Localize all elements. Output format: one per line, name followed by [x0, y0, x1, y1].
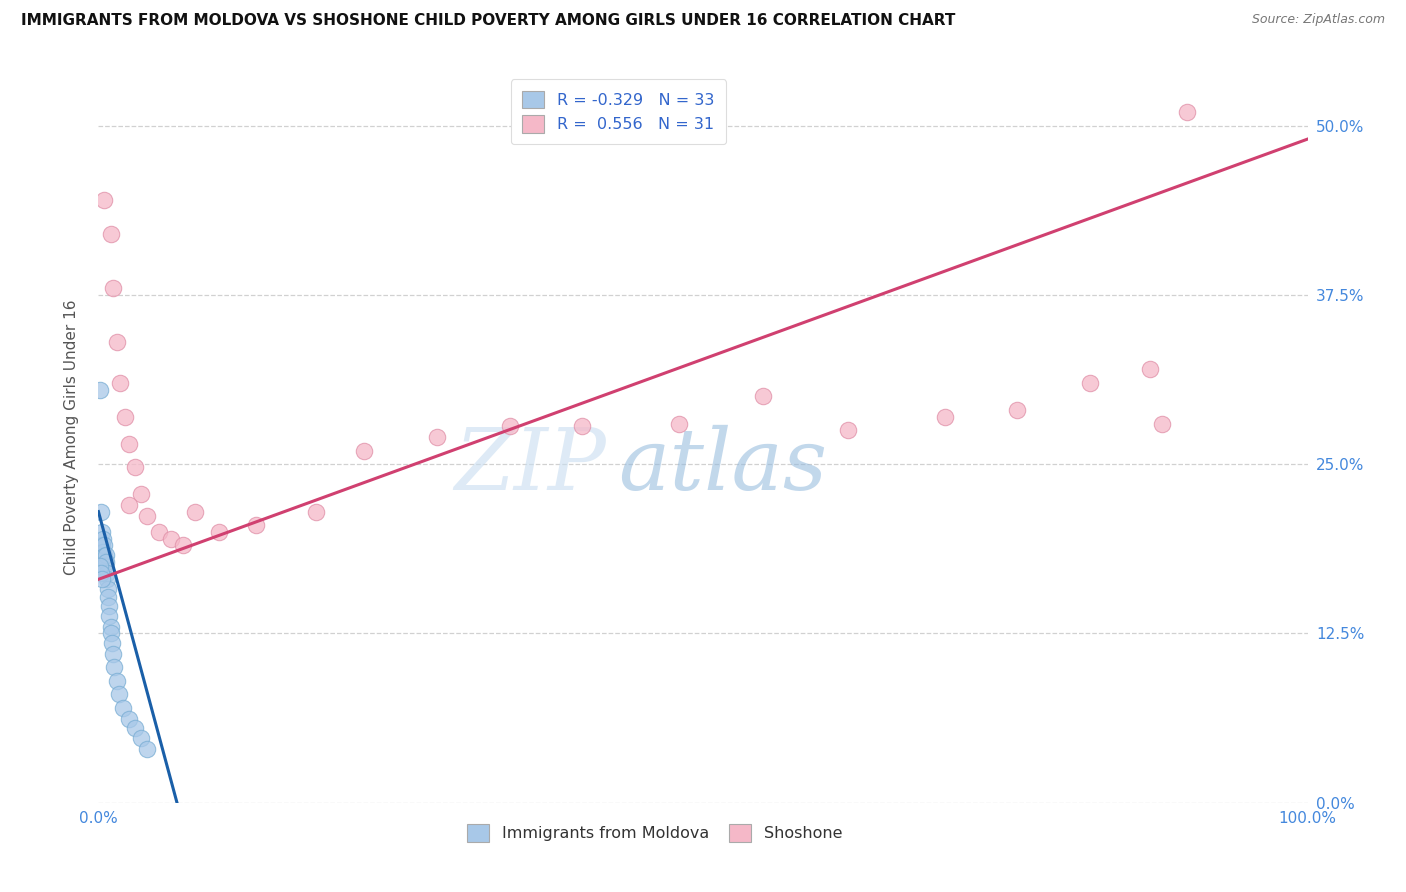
Point	[305, 505, 328, 519]
Point	[89, 558, 111, 573]
Point	[118, 712, 141, 726]
Legend: Immigrants from Moldova, Shoshone: Immigrants from Moldova, Shoshone	[458, 816, 851, 850]
Point	[108, 376, 131, 390]
Point	[135, 741, 157, 756]
Point	[114, 409, 136, 424]
Point	[97, 590, 120, 604]
Point	[91, 532, 114, 546]
Point	[498, 419, 520, 434]
Point	[100, 636, 122, 650]
Text: ZIP: ZIP	[454, 425, 606, 508]
Point	[118, 498, 141, 512]
Point	[752, 389, 775, 403]
Point	[103, 660, 125, 674]
Y-axis label: Child Poverty Among Girls Under 16: Child Poverty Among Girls Under 16	[65, 300, 79, 574]
Point	[135, 508, 157, 523]
Point	[108, 688, 131, 702]
Point	[118, 437, 141, 451]
Point	[571, 419, 593, 434]
Point	[96, 572, 118, 586]
Point	[100, 620, 122, 634]
Point	[93, 558, 115, 573]
Point	[184, 505, 207, 519]
Point	[148, 524, 170, 539]
Point	[90, 545, 112, 559]
Point	[91, 524, 114, 539]
Point	[89, 383, 111, 397]
Point	[90, 505, 112, 519]
Point	[100, 626, 122, 640]
Text: IMMIGRANTS FROM MOLDOVA VS SHOSHONE CHILD POVERTY AMONG GIRLS UNDER 16 CORRELATI: IMMIGRANTS FROM MOLDOVA VS SHOSHONE CHIL…	[21, 13, 956, 29]
Point	[91, 538, 114, 552]
Point	[91, 545, 114, 559]
Point	[100, 227, 122, 241]
Point	[93, 193, 115, 207]
Point	[208, 524, 231, 539]
Point	[98, 599, 121, 614]
Point	[668, 417, 690, 431]
Point	[93, 538, 115, 552]
Point	[97, 582, 120, 596]
Point	[1139, 362, 1161, 376]
Point	[91, 572, 114, 586]
Point	[93, 549, 115, 564]
Point	[96, 566, 118, 580]
Point	[129, 731, 152, 745]
Point	[934, 409, 956, 424]
Point	[94, 555, 117, 569]
Point	[90, 566, 112, 580]
Point	[111, 701, 134, 715]
Point	[124, 721, 146, 735]
Point	[160, 532, 183, 546]
Point	[129, 487, 152, 501]
Point	[124, 459, 146, 474]
Point	[172, 538, 194, 552]
Point	[105, 335, 128, 350]
Text: Source: ZipAtlas.com: Source: ZipAtlas.com	[1251, 13, 1385, 27]
Point	[101, 281, 124, 295]
Point	[1078, 376, 1101, 390]
Point	[1007, 403, 1029, 417]
Text: atlas: atlas	[619, 425, 828, 508]
Point	[1152, 417, 1174, 431]
Point	[1175, 105, 1198, 120]
Point	[353, 443, 375, 458]
Point	[101, 647, 124, 661]
Point	[94, 548, 117, 562]
Point	[426, 430, 449, 444]
Point	[98, 608, 121, 623]
Point	[837, 423, 859, 437]
Point	[105, 673, 128, 688]
Point	[245, 518, 267, 533]
